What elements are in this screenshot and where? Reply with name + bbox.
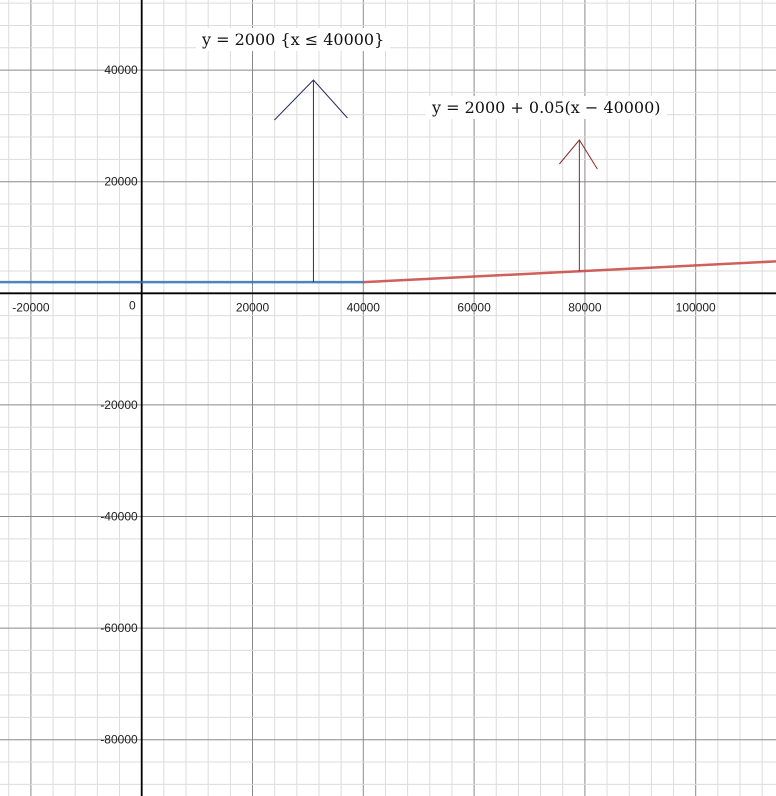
x-tick-label: 40000 bbox=[347, 300, 381, 314]
annotation-label-blue: y = 2000 {x ≤ 40000} bbox=[196, 28, 391, 51]
y-tick-label: -80000 bbox=[100, 733, 138, 747]
annotation-label-red: y = 2000 + 0.05(x − 40000) bbox=[426, 96, 667, 119]
x-tick-label: 100000 bbox=[676, 300, 716, 314]
series-line-red bbox=[363, 260, 776, 284]
y-tick-label: -60000 bbox=[100, 621, 138, 635]
x-tick-label: -20000 bbox=[12, 300, 50, 314]
y-tick-label: 40000 bbox=[104, 63, 138, 77]
arrow-head-red bbox=[558, 139, 598, 170]
x-tick-label: 80000 bbox=[568, 300, 602, 314]
arrow-head-blue bbox=[274, 79, 348, 121]
x-tick-label: 60000 bbox=[457, 300, 491, 314]
y-tick-label: 20000 bbox=[104, 175, 138, 189]
y-tick-label: -40000 bbox=[100, 509, 138, 523]
origin-label: 0 bbox=[129, 298, 136, 312]
x-tick-label: 20000 bbox=[236, 300, 270, 314]
y-tick-label: -20000 bbox=[100, 398, 138, 412]
